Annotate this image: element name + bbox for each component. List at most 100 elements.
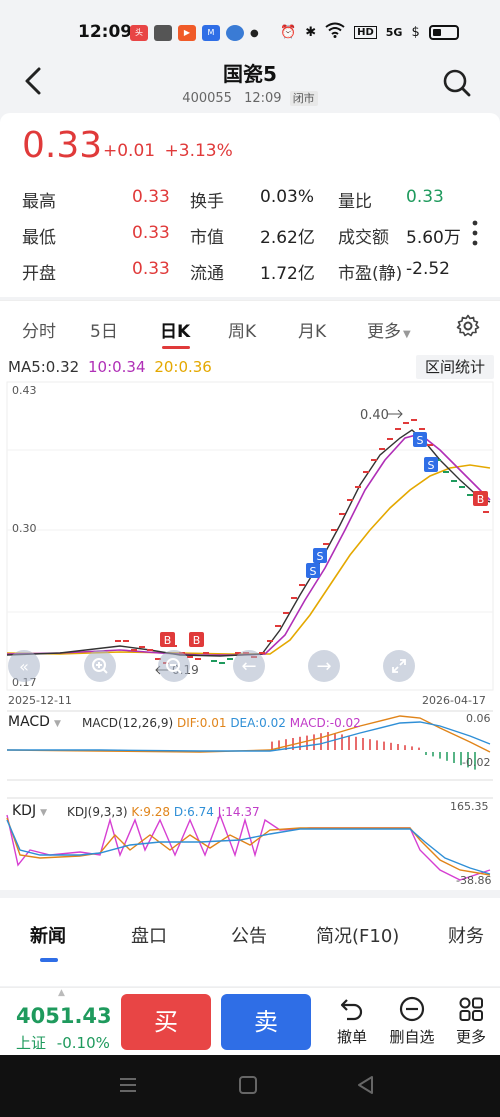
bluetooth-icon: ✱ (305, 24, 317, 40)
zoom-out-button[interactable] (158, 650, 190, 682)
sell-marker: S (424, 457, 438, 472)
change-pct: +3.13% (164, 141, 233, 161)
candles (115, 419, 489, 664)
menu-icon (120, 1078, 136, 1092)
dif-value: DIF:0.01 (176, 716, 227, 730)
back-arrow-icon (25, 67, 41, 95)
fullscreen-button[interactable] (383, 650, 415, 682)
macd-bottom: -0.02 (462, 756, 491, 769)
stat-label: 最高 (22, 192, 56, 212)
ma20-line (6, 464, 491, 655)
stat-value: 0.33 (132, 259, 170, 279)
double-left-icon: « (19, 656, 29, 676)
remove-watchlist-label: 删自选 (389, 1028, 435, 1046)
scroll-left-fast-button[interactable]: « (8, 650, 40, 682)
zoom-in-button[interactable] (84, 650, 116, 682)
cancel-order-label: 撤单 (336, 1028, 367, 1046)
index-value[interactable]: 4051.43 (16, 1004, 112, 1028)
tab-order-book[interactable]: 盘口 (131, 926, 167, 947)
svg-text:S: S (310, 565, 317, 578)
tab-weekly-k[interactable]: 周K (228, 322, 257, 342)
tab-daily-k[interactable]: 日K (160, 322, 191, 342)
range-stats-button[interactable]: 区间统计 (416, 355, 494, 379)
quote-card: 0.33 +0.01 +3.13% 最高 0.33 换手 0.03% 量比 0.33 最低 0… (0, 113, 500, 297)
k-value: K:9.28 (131, 805, 171, 819)
kdj-name: KDJ (12, 803, 37, 819)
kdj-values: KDJ(9,3,3) K:9.28 D:6.74 J:14.37 (67, 805, 260, 819)
nav-back-button[interactable] (356, 1075, 376, 1099)
ma5-line (6, 429, 491, 657)
tab-financials[interactable]: 财务 (448, 926, 484, 947)
caret-down-icon: ▼ (53, 719, 61, 729)
kdj-indicator-select[interactable]: KDJ ▼ (12, 803, 47, 819)
sell-marker: S (413, 432, 427, 447)
home-button[interactable] (238, 1075, 258, 1099)
system-nav-bar (0, 1055, 500, 1117)
recent-apps-button[interactable] (118, 1075, 138, 1099)
kdj-params: KDJ(9,3,3) (67, 805, 128, 819)
ma10-line (6, 433, 491, 656)
arrow-right-icon: → (316, 655, 332, 677)
scroll-right-button[interactable]: → (308, 650, 340, 682)
index-info[interactable]: 上证 -0.10% (16, 1032, 110, 1053)
more-stats-button[interactable] (470, 219, 480, 249)
svg-text:S: S (428, 459, 435, 472)
k-line (6, 817, 491, 876)
stat-value: 5.60万 (406, 228, 461, 248)
system-icons: ⏰ ✱ HD 5G $ (280, 22, 459, 42)
stat-value: 0.33 (132, 187, 170, 207)
index-change: -0.10% (56, 1034, 110, 1052)
max-arrow-icon (388, 409, 403, 419)
more-actions-button[interactable]: 更多 (443, 996, 499, 1047)
search-icon (443, 69, 471, 97)
hd-icon: HD (354, 25, 377, 39)
tab-news[interactable]: 新闻 (30, 926, 66, 947)
macd-indicator-select[interactable]: MACD ▼ (8, 714, 61, 730)
stock-subtitle: 400055 12:09 闭市 (0, 90, 500, 106)
tab-5day[interactable]: 5日 (90, 322, 118, 342)
macd-value: MACD:-0.02 (289, 716, 361, 730)
tab-monthly-k[interactable]: 月K (298, 322, 327, 342)
caret-down-icon: ▼ (40, 808, 48, 818)
d-value: D:6.74 (173, 805, 214, 819)
stat-label: 量比 (338, 192, 372, 212)
tab-more[interactable]: 更多 ▼ (367, 317, 411, 342)
cancel-order-button[interactable]: 撤单 (324, 996, 380, 1047)
app-notify-icon (226, 25, 244, 41)
svg-text:B: B (477, 493, 485, 506)
tab-intraday[interactable]: 分时 (22, 322, 56, 342)
back-button[interactable] (20, 66, 50, 96)
stat-value: -2.52 (406, 259, 450, 279)
stat-label: 开盘 (22, 264, 56, 284)
trade-bar: ▲ 4051.43 上证 -0.10% 买 卖 撤单 删自选 更多 (0, 987, 500, 1055)
kline-chart-area[interactable]: MA5:0.32 10:0.34 20:0.36 区间统计 S S S S B … (0, 350, 500, 890)
buy-marker: B (473, 491, 488, 506)
stat-value: 2.62亿 (260, 228, 315, 248)
app-notify-icon: 头 (130, 25, 148, 41)
status-bar: 12:09 头 ▶ M ● ⏰ ✱ HD 5G $ (0, 0, 500, 60)
expand-icon (392, 659, 406, 673)
macd-values: MACD(12,26,9) DIF:0.01 DEA:0.02 MACD:-0.… (82, 716, 361, 730)
tab-profile-f10[interactable]: 简况(F10) (316, 926, 400, 947)
gear-icon (456, 314, 480, 337)
dea-value: DEA:0.02 (230, 716, 286, 730)
caret-up-icon: ▲ (58, 988, 65, 998)
tab-announcements[interactable]: 公告 (231, 926, 267, 947)
ma5-label: MA5:0.32 (8, 358, 80, 376)
buy-button[interactable]: 买 (121, 994, 211, 1050)
ma-legend: MA5:0.32 10:0.34 20:0.36 (8, 358, 212, 376)
battery-icon (428, 24, 459, 40)
ma20-label: 20:0.36 (154, 358, 212, 376)
date-end: 2026-04-17 (422, 694, 486, 707)
remove-watchlist-button[interactable]: 删自选 (382, 996, 442, 1047)
dot-icon: ● (250, 27, 259, 39)
wifi-icon (325, 22, 345, 42)
buy-marker: B (189, 632, 204, 647)
chart-settings-button[interactable] (456, 314, 480, 342)
stat-value: 0.03% (260, 187, 315, 207)
sell-marker: S (306, 563, 320, 578)
search-button[interactable] (442, 68, 472, 98)
scroll-left-button[interactable]: ← (233, 650, 265, 682)
svg-text:B: B (193, 634, 201, 647)
sell-button[interactable]: 卖 (221, 994, 311, 1050)
